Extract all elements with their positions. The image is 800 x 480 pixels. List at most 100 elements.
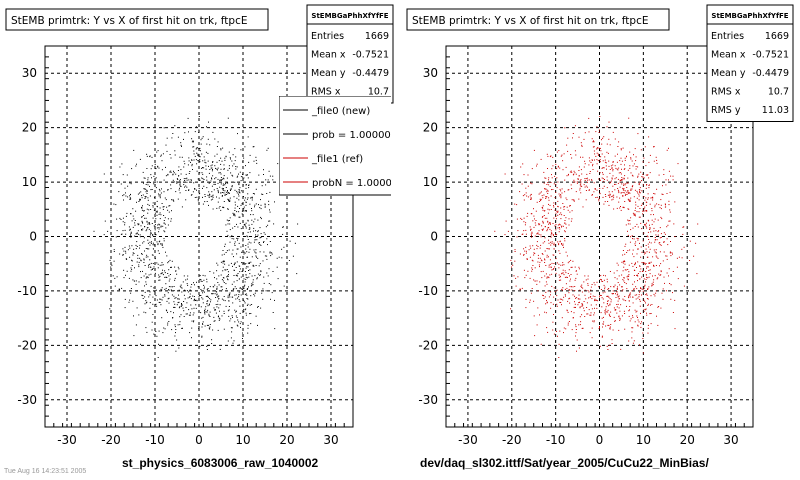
data-point [195,148,197,150]
data-point [199,275,201,277]
data-point [158,167,160,169]
data-point [590,289,592,291]
data-point [133,335,135,337]
data-point [255,265,257,266]
data-point [616,288,618,289]
data-point [200,143,202,145]
data-point [156,210,158,212]
data-point [266,272,268,274]
data-point [575,329,577,330]
data-point [567,324,569,326]
data-point [642,289,644,290]
data-point [569,211,571,213]
data-point [224,194,226,196]
data-point [625,300,627,302]
data-point [161,188,162,190]
data-point [193,159,195,161]
data-point [561,226,562,228]
data-point [143,188,145,190]
data-point [165,283,167,285]
data-point [259,244,261,245]
data-point [610,311,612,313]
data-point [228,306,230,307]
data-point [564,127,566,129]
data-point [262,288,264,290]
data-point [645,165,647,167]
data-point [251,284,253,286]
data-point [652,256,654,258]
data-point [651,197,653,199]
data-point [591,159,593,161]
data-point [253,265,255,267]
data-point [567,189,569,191]
data-point [159,195,161,197]
data-point [553,287,555,289]
data-point [639,187,641,189]
data-point [221,187,223,189]
data-point [567,322,569,324]
data-point [563,327,565,329]
data-point [269,211,271,213]
data-point [251,219,253,221]
data-point [224,243,226,245]
data-point [181,327,183,329]
data-point [233,256,234,258]
data-point [601,335,603,337]
data-point [553,314,554,315]
data-point [243,251,245,253]
data-point [633,196,635,198]
data-point [647,288,649,290]
data-point [208,165,209,167]
data-point [225,191,227,193]
data-point [168,297,170,299]
data-point [641,288,643,290]
data-point [121,163,123,165]
data-point [531,234,532,236]
data-point [586,302,588,304]
data-point [148,266,149,268]
data-point [121,233,123,235]
data-point [536,324,538,326]
data-point [239,300,241,302]
data-point [550,232,552,234]
data-point [660,271,662,273]
data-point [658,230,660,232]
data-point [208,327,210,329]
data-point [250,242,252,244]
data-point [525,246,527,248]
data-point [542,209,544,211]
data-point [546,229,548,231]
data-point [252,193,254,194]
data-point [544,188,546,190]
data-point [641,251,643,253]
data-point [188,173,190,174]
data-point [594,188,596,190]
data-point [181,291,183,293]
data-point [558,267,560,269]
data-point [584,294,586,296]
data-point [227,198,229,200]
data-point [217,201,219,203]
data-point [580,142,582,144]
data-point [552,235,554,237]
data-point [590,304,592,306]
data-point [198,116,200,117]
data-point [111,264,113,266]
data-point [575,191,577,193]
data-point [277,163,279,165]
data-point [521,233,523,235]
data-point [523,269,525,271]
data-point [154,291,156,293]
data-point [167,262,169,264]
data-point [171,286,173,288]
data-point [562,160,564,162]
data-point [154,229,156,231]
data-point [545,188,547,190]
data-point [191,141,193,143]
data-point [222,270,224,272]
data-point [650,304,651,306]
data-point [156,200,158,202]
data-point [227,190,228,191]
data-point [550,266,552,268]
data-point [206,201,208,202]
